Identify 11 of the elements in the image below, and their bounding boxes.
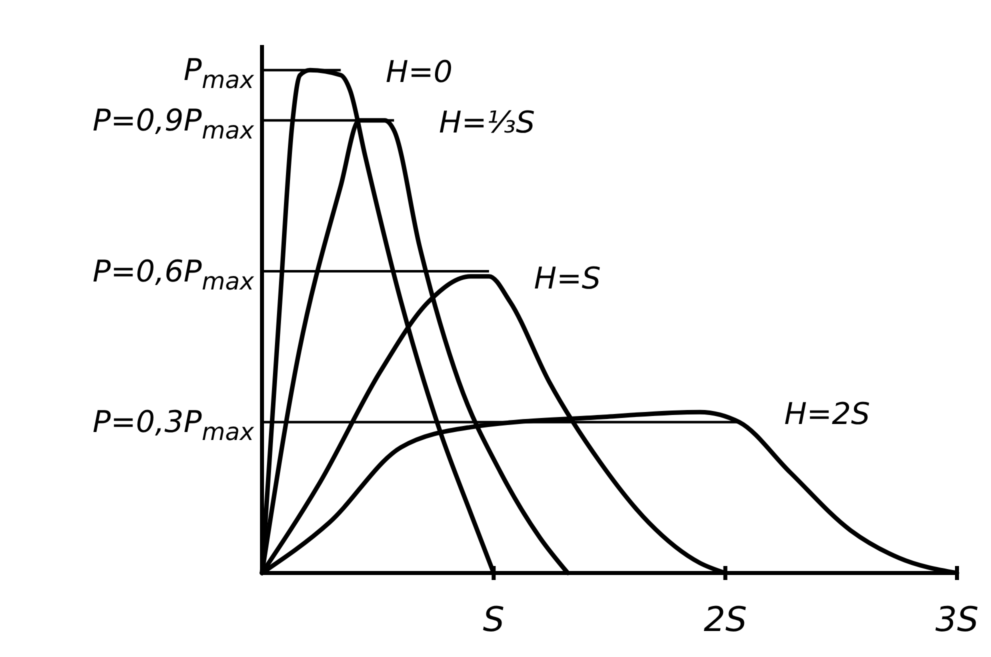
series-label: H=2S	[784, 397, 870, 432]
x-tick-label: 3S	[935, 600, 979, 640]
y-tick-label: P=0,9P$_{max}$	[92, 103, 255, 145]
series-label: H=S	[534, 261, 601, 296]
y-tick-label: P$_{max}$	[184, 53, 255, 95]
x-tick-label: 2S	[704, 600, 747, 640]
y-tick-label: P=0,3P$_{max}$	[92, 405, 255, 447]
series-label: H=⅓S	[439, 105, 535, 140]
y-tick-label: P=0,6P$_{max}$	[92, 254, 255, 296]
series-label: H=0	[386, 55, 453, 90]
x-tick-label: S	[482, 600, 504, 640]
